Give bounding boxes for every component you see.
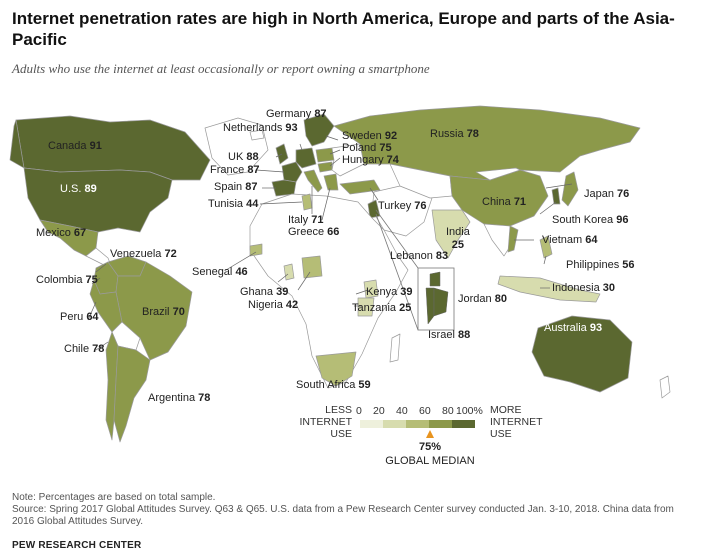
label-jordan: Jordan 80 [458,293,507,305]
south-africa-shape [315,351,357,387]
sweden-shape [303,113,335,147]
middle-east-inset [375,209,455,331]
iceland-shape [249,129,265,141]
label-south-africa: South Africa 59 [296,379,371,391]
argentina-shape [113,345,151,443]
chart-title: Internet penetration rates are high in N… [12,9,675,49]
legend-tick-60: 60 [419,405,431,417]
label-brazil: Brazil 70 [142,306,185,318]
label-kenya: Kenya 39 [366,286,413,298]
label-us: U.S. 89 [60,183,97,195]
korea-shape [551,187,561,205]
label-ghana: Ghana 39 [240,286,289,298]
nigeria-shape [301,255,323,279]
turkey-shape [339,179,381,195]
median-value: 75% [418,441,442,453]
australia-shape [531,315,633,393]
legend-scale [360,420,475,438]
label-netherlands: Netherlands 93 [223,122,298,134]
label-chile: Chile 78 [64,343,105,355]
median-label: GLOBAL MEDIAN [385,455,475,467]
legend-tick-0: 0 [356,405,362,417]
legend-swatch-0-20 [360,420,383,428]
source-text: Source: Spring 2017 Global Attitudes Sur… [12,504,674,527]
label-lebanon: Lebanon 83 [390,250,449,262]
label-israel: Israel 88 [428,329,471,341]
label-south-korea: South Korea 96 [552,214,629,226]
label-italy: Italy 71 [288,214,324,226]
label-canada: Canada 91 [48,140,102,152]
label-germany: Germany 87 [266,108,327,120]
world-map-svg [9,105,671,443]
spain-shape [271,179,297,197]
italy-shape [303,169,323,193]
label-nigeria: Nigeria 42 [248,299,299,311]
label-uk: UK 88 [228,151,259,163]
philippines-shape [539,235,553,259]
label-japan: Japan 76 [584,188,630,200]
senegal-shape [249,243,263,257]
poland-shape [315,147,335,163]
note-text: Note: Percentages are based on total sam… [12,492,216,503]
label-turkey: Turkey 76 [378,200,427,212]
label-argentina: Argentina 78 [148,392,211,404]
hungary-shape [317,161,333,173]
label-vietnam: Vietnam 64 [542,234,598,246]
label-tanzania: Tanzania 25 [352,302,412,314]
tanzania-shape [357,297,375,317]
legend-high-label: MORE INTERNET USE [490,404,543,440]
legend-tick-80: 80 [442,405,454,417]
label-venezuela: Venezuela 72 [110,248,177,260]
median-marker-icon [426,430,434,438]
africa-shape [249,193,409,389]
label-tunisia: Tunisia 44 [208,198,259,210]
inset-jordan-shape [433,287,449,317]
france-shape [281,161,303,183]
label-peru: Peru 64 [60,311,99,323]
new-zealand-shape [659,375,671,399]
label-china: China 71 [482,196,527,208]
label-indonesia: Indonesia 30 [552,282,616,294]
india-shape [431,209,471,259]
ghana-shape [283,263,295,281]
indonesia-shape [497,275,601,303]
inset-lebanon-shape [429,271,441,287]
label-greece: Greece 66 [288,226,340,238]
label-russia: Russia 78 [430,128,479,140]
label-sweden: Sweden 92 [342,130,398,142]
label-senegal: Senegal 46 [192,266,248,278]
legend-tick-40: 40 [396,405,408,417]
label-france: France 87 [210,164,260,176]
label-hungary: Hungary 74 [342,154,399,166]
label-mexico: Mexico 67 [36,227,87,239]
legend-swatch-40-60 [406,420,429,428]
legend-tick-20: 20 [373,405,385,417]
label-philippines: Philippines 56 [566,259,635,271]
footnote: Note: Percentages are based on total sam… [12,492,692,528]
germany-shape [295,147,317,169]
mongolia-shape [475,167,521,181]
kenya-shape [363,279,379,299]
legend-tick-100: 100% [456,405,483,417]
leader-lines [87,135,573,351]
label-india: India 25 [446,226,470,251]
brand-label: PEW RESEARCH CENTER [12,540,142,551]
vietnam-shape [507,225,519,253]
madagascar-shape [389,333,401,363]
japan-shape [561,171,579,207]
tunisia-shape [301,193,313,211]
alaska-shape [9,119,25,169]
legend-swatch-80-100 [452,420,475,428]
label-spain: Spain 87 [214,181,258,193]
legend-low-label: LESS INTERNET USE [299,404,353,440]
label-colombia: Colombia 75 [36,274,98,286]
world-map: Canada 91 U.S. 89 Mexico 67 Venezuela 72… [0,80,702,480]
chart-subtitle: Adults who use the internet at least occ… [12,61,430,76]
label-poland: Poland 75 [342,142,392,154]
label-australia: Australia 93 [544,322,603,334]
legend-swatch-60-80 [429,420,452,428]
greece-shape [323,173,339,191]
legend-swatch-20-40 [383,420,406,428]
